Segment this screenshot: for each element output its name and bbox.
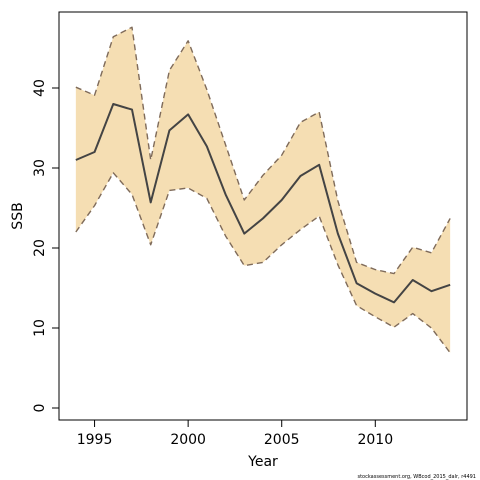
plot-frame bbox=[58, 11, 468, 421]
x-tick-label: 2005 bbox=[264, 432, 300, 448]
lower-bound-line bbox=[75, 172, 451, 354]
confidence-band-layer bbox=[75, 27, 451, 353]
confidence-band bbox=[75, 27, 451, 353]
ssb-estimate-line bbox=[75, 103, 451, 304]
y-tick-label: 10 bbox=[32, 319, 48, 337]
y-tick-label: 40 bbox=[32, 79, 48, 97]
axis-ticks-layer: 1995 2000 2005 2010 0 10 20 30 40 bbox=[32, 79, 393, 448]
x-axis-title: Year bbox=[247, 454, 278, 470]
x-tick-label: 2010 bbox=[357, 432, 393, 448]
source-caption: stockassessment.org, WBcod_2015_dalr, r4… bbox=[357, 474, 476, 480]
y-tick-label: 0 bbox=[32, 404, 48, 413]
x-tick-label: 2000 bbox=[170, 432, 206, 448]
y-axis-title: SSB bbox=[10, 202, 26, 229]
upper-bound-line bbox=[75, 26, 451, 275]
x-tick-label: 1995 bbox=[77, 432, 113, 448]
series-line-layer bbox=[75, 26, 451, 354]
y-tick-label: 20 bbox=[32, 239, 48, 257]
y-tick-label: 30 bbox=[32, 159, 48, 177]
